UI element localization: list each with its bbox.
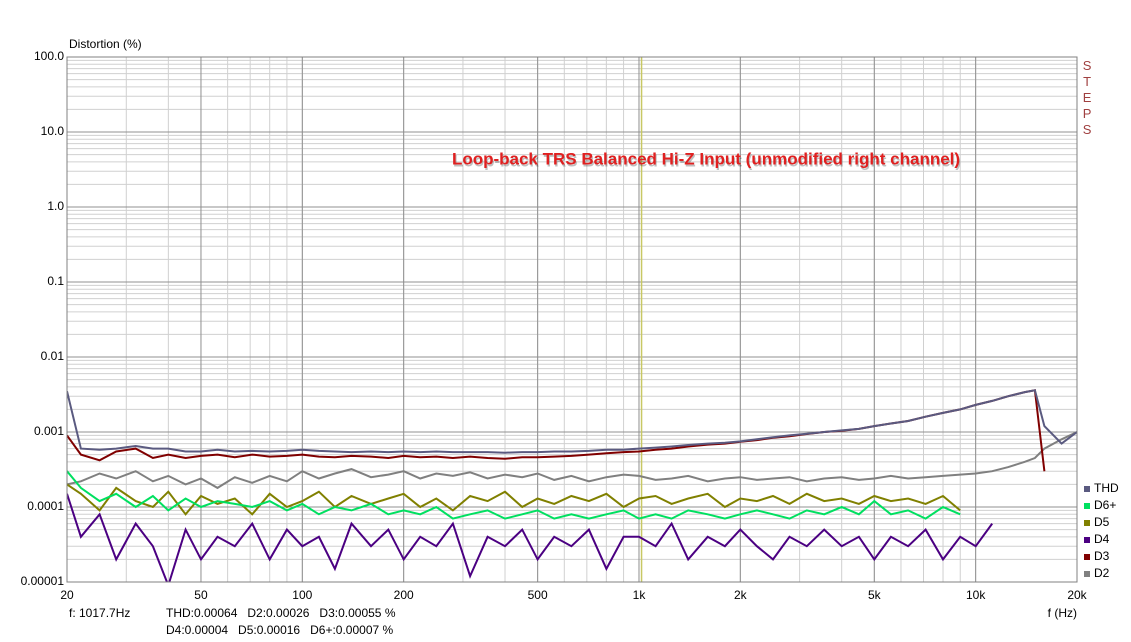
y-tick-label: 0.01 <box>41 349 65 363</box>
series-line <box>67 470 961 520</box>
x-tick-label: 200 <box>394 588 414 602</box>
series-line <box>67 431 1077 490</box>
legend-label: D4 <box>1094 532 1110 546</box>
legend-label: D6+ <box>1094 498 1116 512</box>
x-tick-label: 50 <box>194 588 208 602</box>
legend-swatch <box>1084 503 1090 509</box>
legend-label: D3 <box>1094 549 1110 563</box>
x-tick-label: 2k <box>734 588 748 602</box>
x-tick-label: 20 <box>60 588 74 602</box>
legend-swatch <box>1084 486 1090 492</box>
y-tick-label: 0.0001 <box>27 499 64 513</box>
y-tick-label: 0.001 <box>34 424 64 438</box>
readout-frequency: f: 1017.7Hz <box>69 606 130 620</box>
legend-label: D2 <box>1094 566 1110 580</box>
y-tick-label: 0.00001 <box>21 574 65 588</box>
annotation: Loop-back TRS Balanced Hi-Z Input (unmod… <box>452 149 960 168</box>
legend-swatch <box>1084 571 1090 577</box>
x-tick-label: 1k <box>633 588 647 602</box>
x-axis-label: f (Hz) <box>1048 606 1077 620</box>
y-tick-label: 10.0 <box>41 124 65 138</box>
plot-area <box>67 57 1077 582</box>
watermark: STEPS <box>1080 58 1095 138</box>
x-tick-label: 100 <box>292 588 312 602</box>
x-tick-label: 10k <box>966 588 986 602</box>
legend-label: D5 <box>1094 515 1110 529</box>
y-tick-label: 100.0 <box>34 49 64 63</box>
x-tick-label: 20k <box>1067 588 1087 602</box>
plot-frame <box>66 56 1078 583</box>
y-tick-label: 0.1 <box>47 274 64 288</box>
y-axis-label: Distortion (%) <box>69 37 142 51</box>
legend-label: THD <box>1094 481 1119 495</box>
readout-line: THD:0.00064 D2:0.00026 D3:0.00055 % <box>166 606 396 620</box>
legend-swatch <box>1084 520 1090 526</box>
annotation-shadow: Loop-back TRS Balanced Hi-Z Input (unmod… <box>453 151 961 170</box>
legend-swatch <box>1084 537 1090 543</box>
y-tick-label: 1.0 <box>47 199 64 213</box>
legend-swatch <box>1084 554 1090 560</box>
x-tick-label: 5k <box>868 588 882 602</box>
series-line <box>67 493 994 582</box>
readout-line: D4:0.00004 D5:0.00016 D6+:0.00007 % <box>166 623 393 637</box>
series-line <box>67 389 1077 454</box>
x-tick-label: 500 <box>528 588 548 602</box>
grid <box>66 56 1078 583</box>
